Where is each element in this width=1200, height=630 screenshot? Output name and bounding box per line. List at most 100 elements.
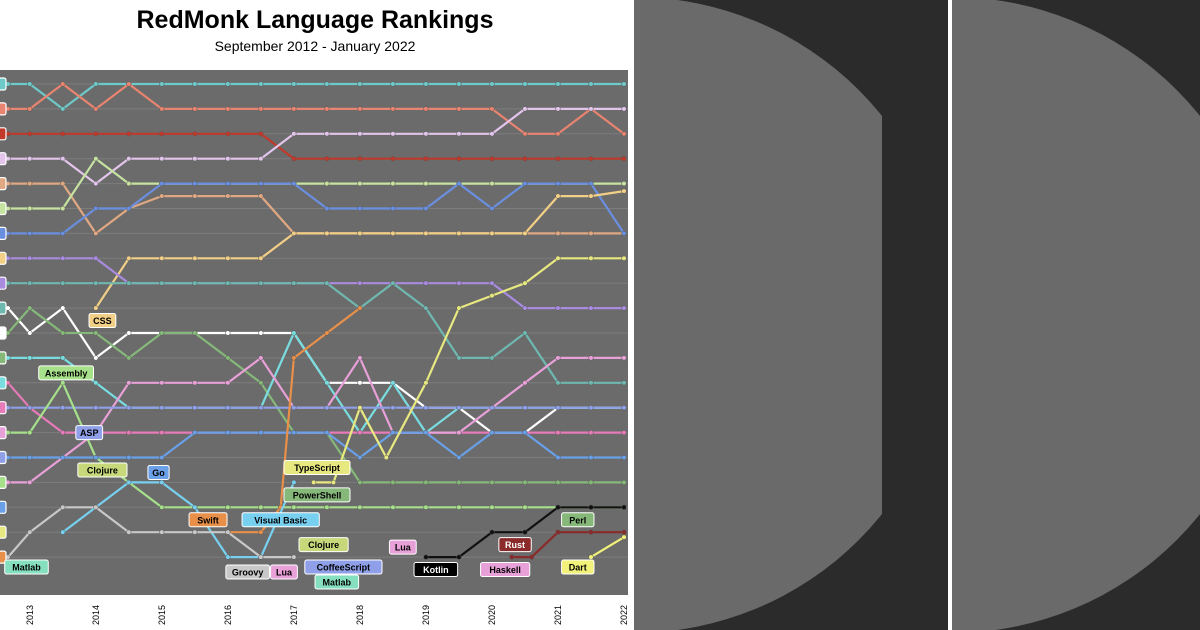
start-marker	[0, 475, 7, 489]
data-point	[225, 280, 231, 286]
data-point	[423, 106, 429, 112]
data-point	[390, 131, 396, 137]
gray-disc-shape	[952, 0, 1200, 630]
data-point	[324, 156, 330, 162]
data-point	[588, 529, 594, 535]
data-point	[93, 405, 99, 411]
data-point	[621, 305, 627, 311]
annotation-box	[283, 459, 351, 475]
data-point	[529, 554, 535, 560]
annotation-box	[88, 313, 117, 329]
data-point	[588, 305, 594, 311]
data-point	[588, 355, 594, 361]
annotation-text: Dart	[569, 563, 587, 573]
data-point	[126, 355, 132, 361]
data-point	[291, 280, 297, 286]
data-point	[258, 504, 264, 510]
start-marker	[0, 500, 7, 514]
data-point	[258, 529, 264, 535]
data-point	[291, 554, 297, 560]
data-point	[522, 479, 528, 485]
data-point	[489, 106, 495, 112]
data-point	[522, 305, 528, 311]
data-point	[60, 255, 66, 261]
data-point	[621, 529, 627, 535]
annotation-box	[77, 462, 128, 478]
annotation-box	[188, 512, 228, 528]
data-point	[456, 430, 462, 436]
data-point	[291, 355, 297, 361]
data-point	[159, 181, 165, 187]
annotation-text: Groovy	[232, 568, 264, 578]
annotation-text: Perl	[569, 515, 586, 525]
x-tick-label: 2021	[553, 605, 563, 625]
data-point	[390, 504, 396, 510]
annotation-text: Go	[152, 468, 165, 478]
data-point	[27, 305, 33, 311]
data-point	[423, 81, 429, 87]
annotation-text: Rust	[505, 540, 525, 550]
data-point	[225, 156, 231, 162]
data-point	[357, 430, 363, 436]
start-marker	[0, 102, 7, 116]
data-point	[126, 529, 132, 535]
data-point	[27, 255, 33, 261]
data-point	[456, 479, 462, 485]
x-tick-label: 2013	[25, 605, 35, 625]
series-line	[8, 107, 624, 185]
data-point	[291, 131, 297, 137]
data-point	[357, 181, 363, 187]
data-point	[456, 355, 462, 361]
data-point	[588, 156, 594, 162]
data-point	[357, 504, 363, 510]
annotation-box	[38, 365, 95, 381]
annotation-label: Lua	[388, 539, 417, 555]
data-point	[60, 330, 66, 336]
data-point	[27, 156, 33, 162]
data-point	[126, 330, 132, 336]
data-point	[225, 529, 231, 535]
data-point	[357, 405, 363, 411]
series-line	[8, 431, 624, 459]
data-point	[324, 405, 330, 411]
data-point	[192, 193, 198, 199]
annotation-text: Lua	[395, 543, 412, 553]
data-point	[27, 330, 33, 336]
data-point	[258, 280, 264, 286]
annotation-label: Kotlin	[413, 562, 459, 578]
data-point	[126, 181, 132, 187]
data-point	[489, 504, 495, 510]
annotation-box	[4, 559, 49, 575]
data-point	[489, 293, 495, 299]
data-point	[93, 380, 99, 386]
data-point	[258, 405, 264, 411]
annotation-box	[314, 574, 360, 590]
data-point	[555, 305, 561, 311]
data-point	[555, 131, 561, 137]
data-point	[456, 81, 462, 87]
panel-divider	[948, 0, 952, 630]
data-point	[588, 81, 594, 87]
data-point	[291, 230, 297, 236]
data-point	[324, 330, 330, 336]
annotation-text: Clojure	[87, 465, 118, 475]
data-point	[588, 454, 594, 461]
annotation-label: Rust	[498, 537, 532, 553]
x-tick-label: 2018	[355, 605, 365, 625]
data-point	[60, 380, 66, 386]
series-line	[8, 182, 625, 235]
data-point	[159, 193, 165, 199]
data-point	[456, 454, 462, 461]
data-point	[159, 255, 165, 261]
data-point	[192, 131, 198, 137]
series-2	[5, 131, 627, 162]
x-axis-area	[0, 595, 628, 630]
data-point	[456, 106, 462, 112]
start-marker	[0, 401, 7, 415]
start-marker	[0, 276, 7, 290]
data-point	[225, 430, 231, 436]
data-point	[522, 529, 528, 535]
data-point	[192, 156, 198, 162]
data-point	[324, 205, 330, 212]
start-marker	[0, 550, 7, 564]
